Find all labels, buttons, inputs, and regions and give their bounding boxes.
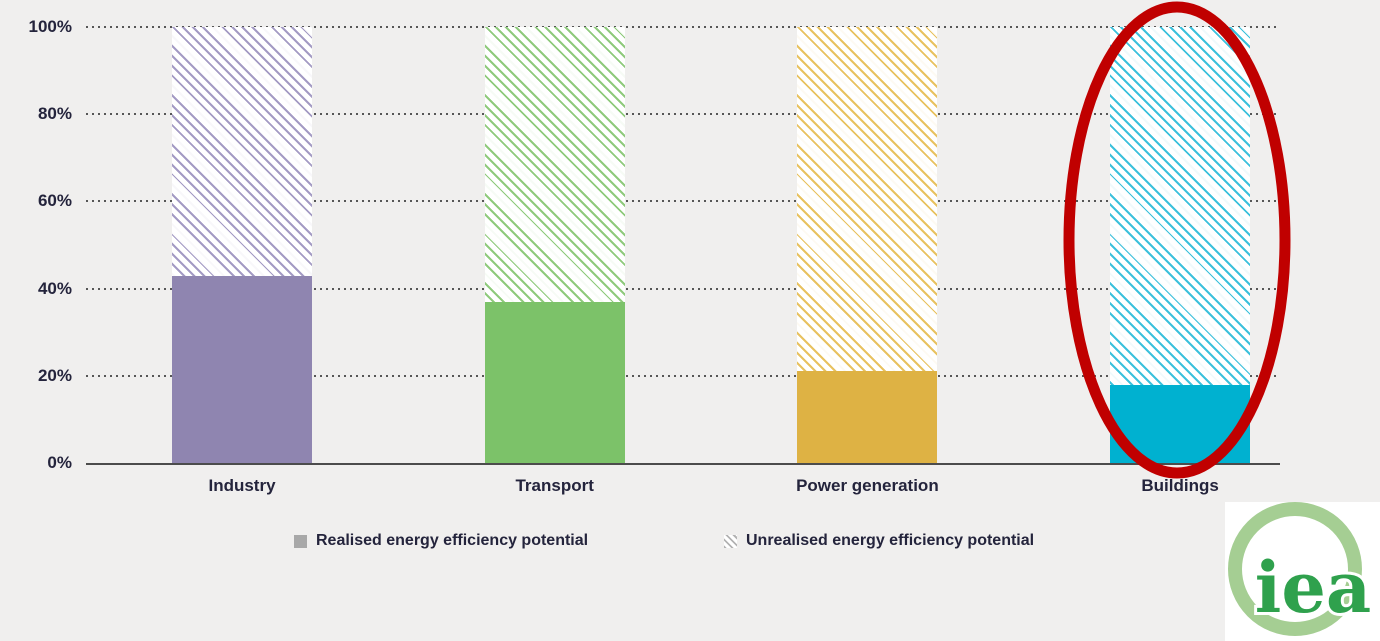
bar-industry xyxy=(172,27,312,463)
y-axis-tick-label: 60% xyxy=(37,191,72,211)
iea-logo-graphic: iea xyxy=(1228,502,1374,636)
bar-power-generation xyxy=(797,27,938,463)
bar-solid-segment xyxy=(484,301,625,463)
bar-transport xyxy=(484,27,625,463)
gridline xyxy=(86,374,1280,377)
gridline xyxy=(86,200,1280,203)
bar-solid-segment xyxy=(797,371,938,463)
y-axis-tick-label: 20% xyxy=(37,365,72,385)
x-axis-category-label: Transport xyxy=(515,476,594,495)
legend-label-unrealised: Unrealised energy efficiency potential xyxy=(746,532,1035,549)
gridline xyxy=(86,26,1280,28)
bar-buildings xyxy=(1110,27,1251,463)
legend-label-realised: Realised energy efficiency potential xyxy=(316,532,589,549)
realised-legend-swatch xyxy=(294,534,307,548)
x-axis-category-label: Buildings xyxy=(1141,476,1219,495)
x-axis-category-label: Power generation xyxy=(796,476,939,495)
y-axis-tick-label: 40% xyxy=(37,278,72,298)
iea-logo-text: iea xyxy=(1255,546,1371,629)
iea-ring-icon xyxy=(1228,502,1362,636)
bar-solid-segment xyxy=(172,275,312,463)
iea-logo: iea xyxy=(1225,502,1380,641)
gridline xyxy=(86,113,1280,116)
legend-item-realised: Realised energy efficiency potential xyxy=(294,529,588,553)
x-axis-category-label: Industry xyxy=(208,476,276,495)
y-axis-tick-label: 80% xyxy=(37,104,72,124)
y-axis-tick-label: 0% xyxy=(47,453,72,472)
plot-area: Industry Transport Power generation Buildin… xyxy=(86,26,1280,495)
legend-item-unrealised: Unrealised energy efficiency potential xyxy=(724,529,1034,553)
gridline xyxy=(86,287,1280,290)
unrealised-legend-swatch xyxy=(724,534,737,548)
bar-solid-segment xyxy=(1110,384,1251,463)
y-axis-tick-label: 100% xyxy=(28,17,72,36)
y-axis: 0% 20% 40% 60% 80% 100% xyxy=(0,17,72,472)
